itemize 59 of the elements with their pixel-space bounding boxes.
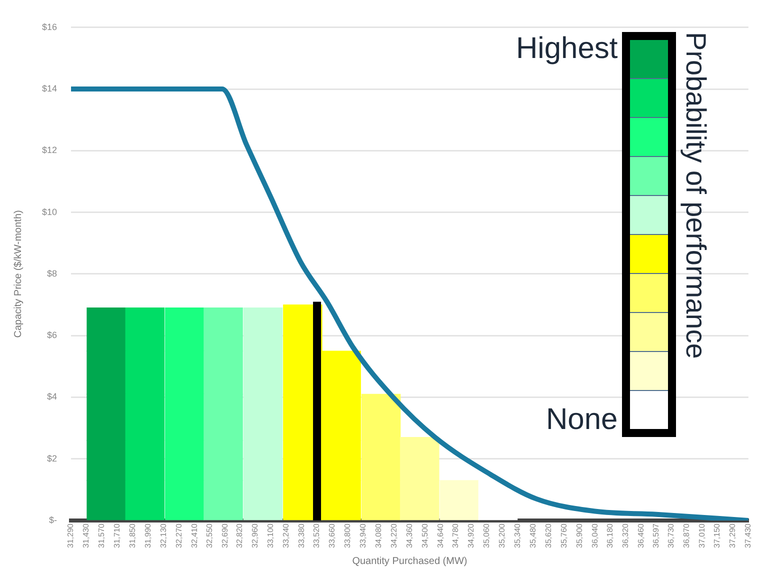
x-tick-label: 34,220 — [389, 522, 398, 548]
x-tick-label: 34,080 — [374, 522, 384, 548]
x-tick-label: 36,730 — [666, 522, 676, 548]
x-tick-label: 33,660 — [328, 522, 337, 548]
x-tick-label: 32,130 — [158, 522, 168, 548]
x-tick-label: 32,960 — [250, 522, 260, 548]
x-tick-label: 37,430 — [744, 522, 753, 548]
x-tick-label: 31,710 — [112, 522, 122, 548]
x-tick-label: 35,200 — [498, 522, 507, 548]
x-tick-label: 33,100 — [266, 522, 275, 548]
y-tick-label: $4 — [47, 392, 58, 402]
x-tick-label: 37,150 — [712, 522, 722, 548]
x-tick-label: 35,900 — [574, 522, 584, 548]
x-tick-label: 36,320 — [621, 522, 630, 548]
x-axis-title: Quantity Purchased (MW) — [352, 556, 468, 567]
x-tick-label: 31,570 — [97, 522, 106, 548]
x-tick-label: 36,040 — [590, 522, 600, 548]
y-tick-label: $6 — [47, 330, 58, 340]
x-tick-label: 33,800 — [343, 522, 352, 548]
x-tick-label: 34,500 — [420, 522, 430, 548]
color-bar-title: Probability of performance — [680, 32, 712, 361]
x-tick-label: 34,920 — [466, 522, 476, 548]
x-tick-label: 37,290 — [728, 522, 738, 548]
x-tick-label: 33,520 — [312, 522, 322, 548]
annotation: Highest — [516, 32, 618, 66]
x-tick-label: 37,010 — [697, 522, 706, 548]
x-tick-label: 32,690 — [220, 522, 230, 548]
x-tick-label: 36,180 — [606, 522, 615, 548]
y-tick-label: $10 — [42, 206, 58, 217]
x-tick-label: 36,460 — [636, 522, 646, 548]
x-tick-label: 33,380 — [296, 522, 306, 548]
x-tick-label: 34,640 — [436, 522, 445, 548]
x-tick-label: 35,340 — [513, 522, 522, 548]
x-tick-label: 32,550 — [205, 522, 214, 548]
x-tick-label: 31,990 — [143, 522, 152, 548]
x-tick-label: 35,480 — [528, 522, 538, 548]
y-tick-label: $16 — [42, 22, 58, 32]
y-tick-label: $12 — [42, 145, 58, 156]
x-tick-label: 35,620 — [544, 522, 553, 548]
y-tick-label: $- — [49, 515, 58, 526]
x-tick-label: 36,597 — [652, 522, 661, 548]
x-tick-label: 34,360 — [404, 522, 414, 548]
y-tick-label: $2 — [47, 453, 58, 464]
x-tick-label: 33,240 — [281, 522, 290, 548]
x-tick-label: 32,410 — [190, 522, 199, 548]
x-tick-label: 31,850 — [128, 522, 137, 548]
x-tick-label: 31,430 — [82, 522, 91, 548]
x-tick-label: 32,270 — [174, 522, 184, 548]
y-tick-label: $8 — [47, 268, 58, 278]
y-tick-label: $14 — [42, 84, 58, 94]
x-tick-label: 35,760 — [559, 522, 568, 548]
annotation: None — [546, 403, 618, 437]
x-tick-label: 31,290 — [66, 522, 76, 548]
x-tick-label: 32,820 — [235, 522, 244, 548]
x-tick-label: 34,780 — [451, 522, 460, 548]
x-tick-label: 36,870 — [682, 522, 691, 548]
x-tick-label: 33,940 — [358, 522, 368, 548]
y-axis-title: Capacity Price ($/kW-month) — [12, 210, 24, 338]
x-tick-label: 35,060 — [482, 522, 492, 548]
